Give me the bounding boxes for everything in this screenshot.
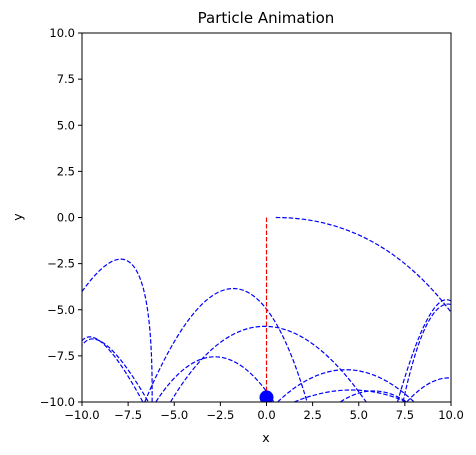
x-tick-label: 7.5 <box>396 408 414 422</box>
trajectory-line <box>277 369 415 402</box>
y-tick-label: −5.0 <box>47 303 75 317</box>
x-tick-label: −7.5 <box>114 408 142 422</box>
x-tick-label: 0.0 <box>257 408 275 422</box>
trajectory-line <box>275 216 451 314</box>
chart-title: Particle Animation <box>198 9 335 27</box>
y-tick-label: −7.5 <box>47 349 75 363</box>
y-tick-label: −2.5 <box>47 257 75 271</box>
trajectory-line <box>293 389 407 402</box>
y-tick-label: −10.0 <box>40 395 75 409</box>
trajectory-line <box>339 390 408 402</box>
x-tick-label: −10.0 <box>64 408 99 422</box>
x-tick-label: 5.0 <box>350 408 368 422</box>
x-tick-label: 10.0 <box>438 408 464 422</box>
y-tick-label: 10.0 <box>49 26 75 40</box>
x-tick-label: −2.5 <box>206 408 234 422</box>
x-axis-label: x <box>262 430 269 445</box>
y-tick-label: 7.5 <box>57 72 75 86</box>
tick-group: −10.0 −7.5 −5.0 −2.5 0.0 2.5 5.0 7.5 10.0 −10.0 −7… <box>40 26 464 422</box>
trajectory-line <box>402 303 451 402</box>
trajectory-line <box>170 325 367 402</box>
trajectory-line <box>396 299 451 402</box>
trajectory-line <box>82 338 149 402</box>
trajectory-line <box>144 287 308 402</box>
trajectory-line <box>406 377 451 402</box>
x-tick-label: −5.0 <box>160 408 188 422</box>
plot-area <box>82 216 451 402</box>
y-tick-label: 2.5 <box>57 164 75 178</box>
trajectory-line <box>82 258 153 402</box>
particle-marker <box>259 390 274 402</box>
y-tick-label: 5.0 <box>57 118 75 132</box>
y-tick-label: 0.0 <box>57 211 75 225</box>
trajectory-line <box>155 356 275 402</box>
x-tick-label: 2.5 <box>303 408 321 422</box>
y-axis-label: y <box>10 213 25 221</box>
